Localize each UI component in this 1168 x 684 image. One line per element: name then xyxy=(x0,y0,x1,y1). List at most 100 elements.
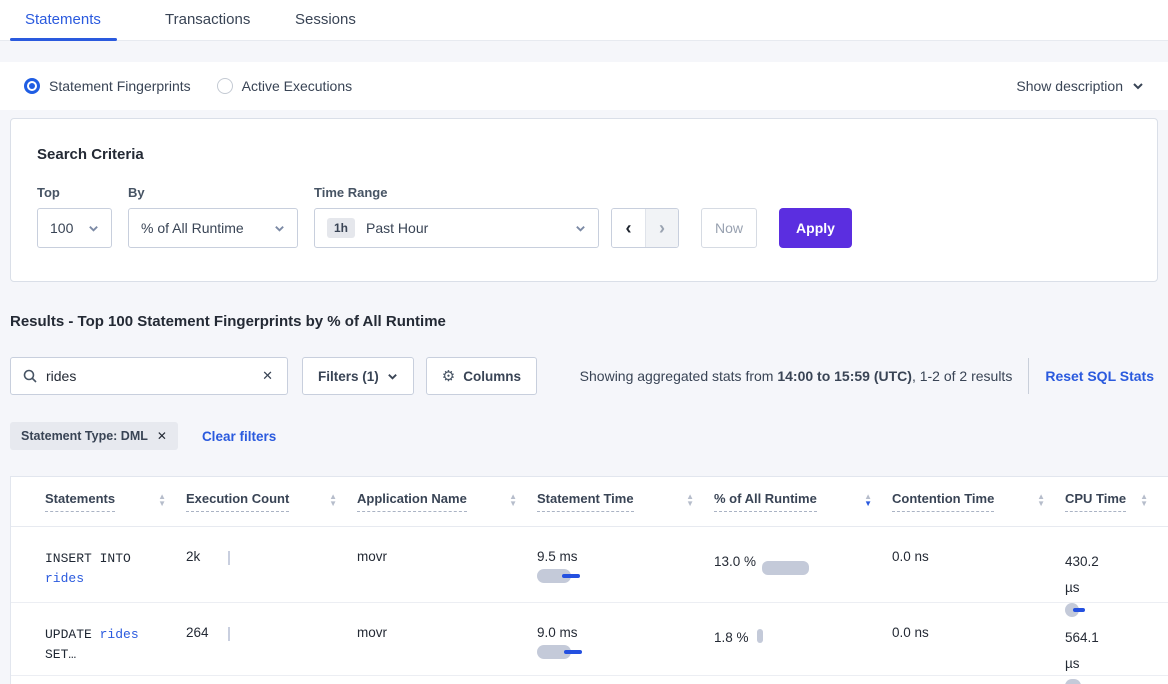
arrow-right-icon: › xyxy=(659,217,665,238)
sort-icon[interactable]: ▲ ▼ xyxy=(686,491,694,508)
filter-chips-row: Statement Type: DML ✕ Clear filters xyxy=(10,422,1158,450)
time-step-buttons: ‹ › xyxy=(611,208,679,248)
time-range-badge: 1h xyxy=(327,218,356,238)
results-heading: Results - Top 100 Statement Fingerprints… xyxy=(10,313,446,330)
statement-search-box[interactable]: ✕ xyxy=(10,357,288,395)
contention-time-cell: 0.0 ns xyxy=(892,549,929,564)
by-select-value: % of All Runtime xyxy=(141,220,244,236)
clear-filters-link[interactable]: Clear filters xyxy=(201,428,277,444)
clear-search-icon[interactable]: ✕ xyxy=(262,368,273,383)
statement-time-bar xyxy=(537,645,597,659)
top-label: Top xyxy=(37,185,60,200)
filters-button[interactable]: Filters (1) xyxy=(302,357,414,395)
statement-time-cell: 9.0 ms xyxy=(537,603,714,675)
radio-selected-icon xyxy=(24,78,40,94)
time-range-value: Past Hour xyxy=(366,220,429,236)
execution-count-cell: 2k xyxy=(186,527,357,602)
execution-count-cell: 264 xyxy=(186,603,357,675)
tab-statements[interactable]: Statements xyxy=(25,11,101,28)
chevron-down-icon xyxy=(387,373,397,380)
prev-time-button[interactable]: ‹ xyxy=(612,209,645,247)
apply-button[interactable]: Apply xyxy=(779,208,852,248)
statement-time-cell: 9.5 ms xyxy=(537,527,714,602)
tab-transactions[interactable]: Transactions xyxy=(165,11,251,28)
statement-link[interactable]: rides xyxy=(99,627,139,642)
toolbar-divider xyxy=(1028,358,1030,394)
columns-button[interactable]: ⚙ Columns xyxy=(425,357,537,395)
col-header-execution-count: Execution Count ▲ ▼ xyxy=(186,491,357,512)
table-header-row: Statements ▲ ▼ Execution Count ▲ ▼ Applica… xyxy=(11,477,1168,527)
by-select[interactable]: % of All Runtime xyxy=(128,208,298,248)
tab-sessions[interactable]: Sessions xyxy=(295,11,356,28)
gear-icon: ⚙ xyxy=(441,368,456,385)
col-header-statement-time: Statement Time ▲ ▼ xyxy=(537,491,714,512)
top-select-value: 100 xyxy=(50,220,74,236)
columns-label: Columns xyxy=(463,368,521,384)
statement-link[interactable]: rides xyxy=(45,571,85,586)
pct-runtime-cell: 1.8 % xyxy=(714,603,892,675)
chevron-down-icon xyxy=(275,225,284,232)
sort-icon[interactable]: ▲ ▼ xyxy=(1140,491,1148,508)
chevron-down-icon xyxy=(576,225,585,232)
search-criteria-title: Search Criteria xyxy=(37,146,144,163)
top-field: Top 100 xyxy=(37,185,112,248)
execution-count-bar xyxy=(228,551,230,565)
radio-active-executions[interactable]: Active Executions xyxy=(216,78,352,94)
time-range-select[interactable]: 1h Past Hour xyxy=(314,208,599,248)
chevron-down-icon xyxy=(1133,83,1143,90)
search-criteria-card: Search Criteria Top 100 By % of All Runt… xyxy=(10,118,1158,282)
cpu-time-cell: 564.1 µs xyxy=(1065,603,1168,684)
show-description-toggle[interactable]: Show description xyxy=(1016,78,1144,94)
view-toggle-band: Statement Fingerprints Active Executions… xyxy=(0,62,1168,110)
radio-label: Statement Fingerprints xyxy=(49,78,191,94)
by-field: By % of All Runtime xyxy=(112,185,298,248)
cpu-time-bar xyxy=(1065,603,1125,617)
results-toolbar: ✕ Filters (1) ⚙ Columns Showing aggregat… xyxy=(10,357,1158,395)
filter-chip-label: Statement Type: DML xyxy=(21,429,148,443)
remove-filter-icon[interactable]: ✕ xyxy=(156,429,167,443)
contention-time-cell: 0.0 ns xyxy=(892,625,929,640)
reset-sql-stats-link[interactable]: Reset SQL Stats xyxy=(1045,368,1154,384)
execution-count-bar xyxy=(228,627,230,641)
time-range-label: Time Range xyxy=(314,185,388,200)
by-label: By xyxy=(128,185,145,200)
radio-unselected-icon xyxy=(216,78,233,94)
sort-icon[interactable]: ▲ ▼ xyxy=(1037,491,1045,508)
statement-time-bar xyxy=(537,569,597,583)
filter-chip-statement-type: Statement Type: DML ✕ xyxy=(10,422,178,450)
table-row: INSERT INTO rides 2k movr 9.5 ms 13.0 % … xyxy=(11,527,1168,617)
pct-runtime-bar xyxy=(762,561,809,575)
search-input[interactable] xyxy=(46,368,261,384)
pct-runtime-cell: 13.0 % xyxy=(714,527,892,602)
col-header-cpu-time: CPU Time ▲ ▼ xyxy=(1065,491,1168,512)
chevron-down-icon xyxy=(89,225,98,232)
col-header-statements: Statements ▲ ▼ xyxy=(45,491,186,512)
sort-icon[interactable]: ▲ ▼ xyxy=(329,491,337,508)
showing-stats-text: Showing aggregated stats from 14:00 to 1… xyxy=(579,368,1013,384)
statements-table: Statements ▲ ▼ Execution Count ▲ ▼ Applica… xyxy=(10,476,1168,684)
sort-icon[interactable]: ▲ ▼ xyxy=(158,491,166,508)
col-header-contention-time: Contention Time ▲ ▼ xyxy=(892,491,1065,512)
sort-icon-active[interactable]: ▲ ▼ xyxy=(864,491,872,508)
arrow-left-icon: ‹ xyxy=(625,217,632,238)
show-description-label: Show description xyxy=(1016,78,1123,94)
top-tab-bar: Statements Transactions Sessions xyxy=(0,0,1168,41)
next-time-button[interactable]: › xyxy=(645,209,678,247)
pct-runtime-bar xyxy=(756,629,763,643)
statement-cell[interactable]: UPDATE rides SET… xyxy=(45,627,139,662)
cpu-time-bar xyxy=(1065,679,1125,684)
application-name-cell: movr xyxy=(357,549,387,564)
application-name-cell: movr xyxy=(357,625,387,640)
top-select[interactable]: 100 xyxy=(37,208,112,248)
statement-cell[interactable]: INSERT INTO rides xyxy=(45,527,186,602)
col-header-pct-runtime: % of All Runtime ▲ ▼ xyxy=(714,491,892,512)
table-row: UPDATE rides SET… 264 movr 9.0 ms 1.8 % … xyxy=(11,603,1168,684)
col-header-application-name: Application Name ▲ ▼ xyxy=(357,491,537,512)
search-icon xyxy=(23,369,37,383)
radio-statement-fingerprints[interactable]: Statement Fingerprints xyxy=(24,78,191,94)
sort-icon[interactable]: ▲ ▼ xyxy=(509,491,517,508)
cpu-time-cell: 430.2 µs xyxy=(1065,527,1168,617)
time-range-field: Time Range 1h Past Hour xyxy=(298,185,599,248)
now-button[interactable]: Now xyxy=(701,208,757,248)
filters-label: Filters (1) xyxy=(318,368,379,384)
